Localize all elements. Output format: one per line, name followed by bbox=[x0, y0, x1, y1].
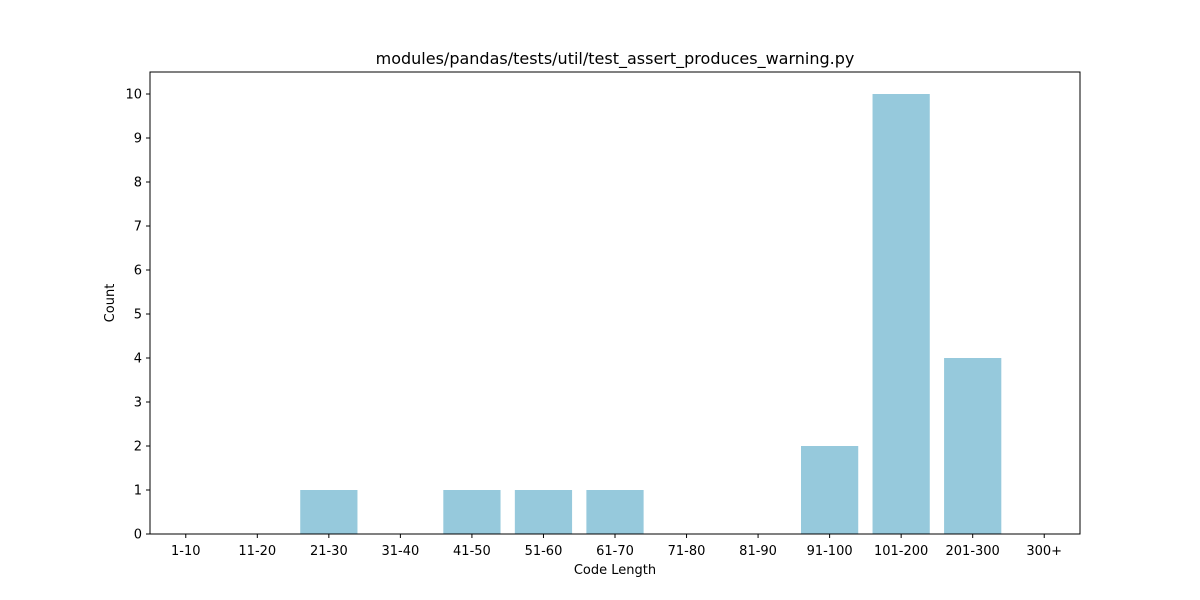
x-tick-label: 11-20 bbox=[238, 544, 276, 559]
y-tick-label: 9 bbox=[134, 132, 142, 147]
x-axis: 1-10 11-20 21-30 31-40 41-50 51-60 61-70 71-80 8… bbox=[171, 534, 1062, 559]
x-tick-label: 1-10 bbox=[171, 544, 201, 559]
y-axis-label: Count bbox=[103, 284, 118, 323]
y-tick-label: 3 bbox=[134, 396, 142, 411]
x-tick-label: 91-100 bbox=[807, 544, 853, 559]
y-tick-label: 6 bbox=[134, 264, 142, 279]
x-tick-label: 61-70 bbox=[596, 544, 634, 559]
y-tick-label: 0 bbox=[134, 528, 142, 543]
x-tick-label: 31-40 bbox=[381, 544, 419, 559]
bar-51-60 bbox=[514, 490, 573, 534]
y-tick-label: 1 bbox=[134, 484, 142, 499]
x-tick-label: 51-60 bbox=[525, 544, 563, 559]
bar-21-30 bbox=[300, 490, 358, 534]
x-tick-label: 81-90 bbox=[739, 544, 777, 559]
bar-41-50 bbox=[443, 490, 501, 534]
y-tick-label: 2 bbox=[134, 440, 142, 455]
chart-title: modules/pandas/tests/util/test_assert_pr… bbox=[376, 49, 855, 69]
y-tick-label: 5 bbox=[134, 308, 142, 323]
plot-frame bbox=[149, 71, 1081, 535]
x-tick-label: 21-30 bbox=[310, 544, 348, 559]
bar-201-300 bbox=[944, 358, 1002, 534]
y-tick-label: 8 bbox=[134, 176, 142, 191]
y-tick-label: 7 bbox=[134, 220, 142, 235]
bars-group bbox=[300, 94, 1002, 534]
x-tick-label: 71-80 bbox=[668, 544, 706, 559]
x-axis-label: Code Length bbox=[574, 563, 656, 578]
x-tick-label: 41-50 bbox=[453, 544, 491, 559]
y-tick-label: 10 bbox=[125, 88, 142, 103]
bar-101-200 bbox=[872, 94, 930, 534]
x-tick-label: 300+ bbox=[1026, 544, 1062, 559]
bar-91-100 bbox=[801, 446, 859, 534]
y-tick-label: 4 bbox=[134, 352, 142, 367]
x-tick-label: 101-200 bbox=[874, 544, 928, 559]
x-tick-label: 201-300 bbox=[946, 544, 1000, 559]
y-axis: 0 1 2 3 4 5 6 7 8 9 10 bbox=[125, 88, 150, 543]
bar-61-70 bbox=[586, 490, 644, 534]
